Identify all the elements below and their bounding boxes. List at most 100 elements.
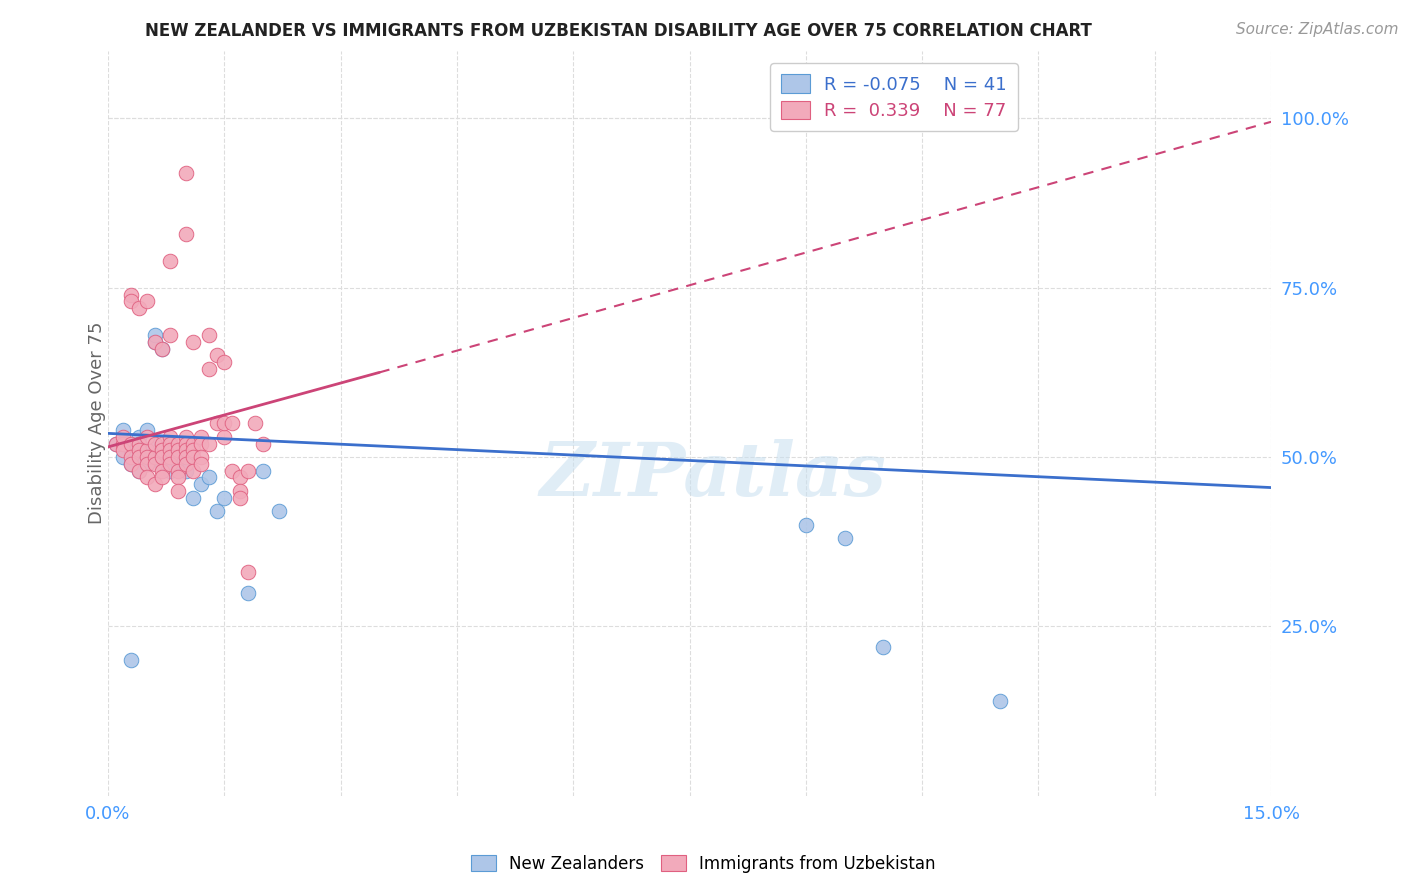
Point [267,504,290,518]
Point [197,328,219,343]
Legend: R = -0.075    N = 41, R =  0.339    N = 77: R = -0.075 N = 41, R = 0.339 N = 77 [770,63,1018,131]
Point [120,294,142,309]
Point [120,287,142,301]
Point [236,464,259,478]
Point [159,457,181,471]
Point [214,416,236,430]
Point [112,450,135,464]
Point [166,464,188,478]
Point [104,436,127,450]
Point [159,436,181,450]
Point [135,443,157,458]
Point [166,470,188,484]
Text: NEW ZEALANDER VS IMMIGRANTS FROM UZBEKISTAN DISABILITY AGE OVER 75 CORRELATION C: NEW ZEALANDER VS IMMIGRANTS FROM UZBEKIS… [145,22,1092,40]
Point [159,450,181,464]
Point [143,457,166,471]
Point [128,436,150,450]
Point [120,436,142,450]
Point [181,443,204,458]
Text: ZIPatlas: ZIPatlas [540,439,886,512]
Point [135,470,157,484]
Point [150,342,173,356]
Point [166,436,188,450]
Point [834,532,856,546]
Point [252,464,274,478]
Point [128,430,150,444]
Point [988,694,1011,708]
Point [229,483,252,498]
Point [104,436,127,450]
Point [150,470,173,484]
Point [166,457,188,471]
Point [252,436,274,450]
Point [143,328,166,343]
Point [181,464,204,478]
Point [128,443,150,458]
Point [166,443,188,458]
Point [190,430,212,444]
Point [150,436,173,450]
Point [197,436,219,450]
Point [159,436,181,450]
Point [120,443,142,458]
Point [190,477,212,491]
Point [181,491,204,505]
Point [197,470,219,484]
Point [128,301,150,315]
Point [150,457,173,471]
Point [135,430,157,444]
Point [128,464,150,478]
Point [174,443,197,458]
Point [120,457,142,471]
Point [128,450,150,464]
Point [150,464,173,478]
Point [190,436,212,450]
Point [143,436,166,450]
Point [174,457,197,471]
Point [181,450,204,464]
Point [135,450,157,464]
Point [150,450,173,464]
Point [150,443,173,458]
Point [205,349,228,363]
Point [128,450,150,464]
Point [150,443,173,458]
Point [135,443,157,458]
Legend: New Zealanders, Immigrants from Uzbekistan: New Zealanders, Immigrants from Uzbekist… [464,848,942,880]
Point [143,334,166,349]
Point [174,227,197,241]
Point [229,491,252,505]
Point [135,294,157,309]
Point [190,457,212,471]
Point [159,328,181,343]
Point [214,430,236,444]
Point [214,491,236,505]
Point [174,430,197,444]
Point [120,450,142,464]
Point [794,517,817,532]
Point [159,430,181,444]
Point [135,423,157,437]
Point [159,443,181,458]
Point [143,436,166,450]
Point [120,457,142,471]
Point [143,450,166,464]
Point [174,464,197,478]
Point [166,450,188,464]
Point [112,423,135,437]
Point [143,334,166,349]
Point [120,436,142,450]
Point [181,334,204,349]
Point [205,504,228,518]
Point [221,416,243,430]
Point [174,450,197,464]
Point [236,566,259,580]
Point [166,483,188,498]
Point [197,362,219,376]
Point [166,443,188,458]
Point [181,436,204,450]
Point [190,450,212,464]
Point [872,640,894,654]
Text: Source: ZipAtlas.com: Source: ZipAtlas.com [1236,22,1399,37]
Point [150,342,173,356]
